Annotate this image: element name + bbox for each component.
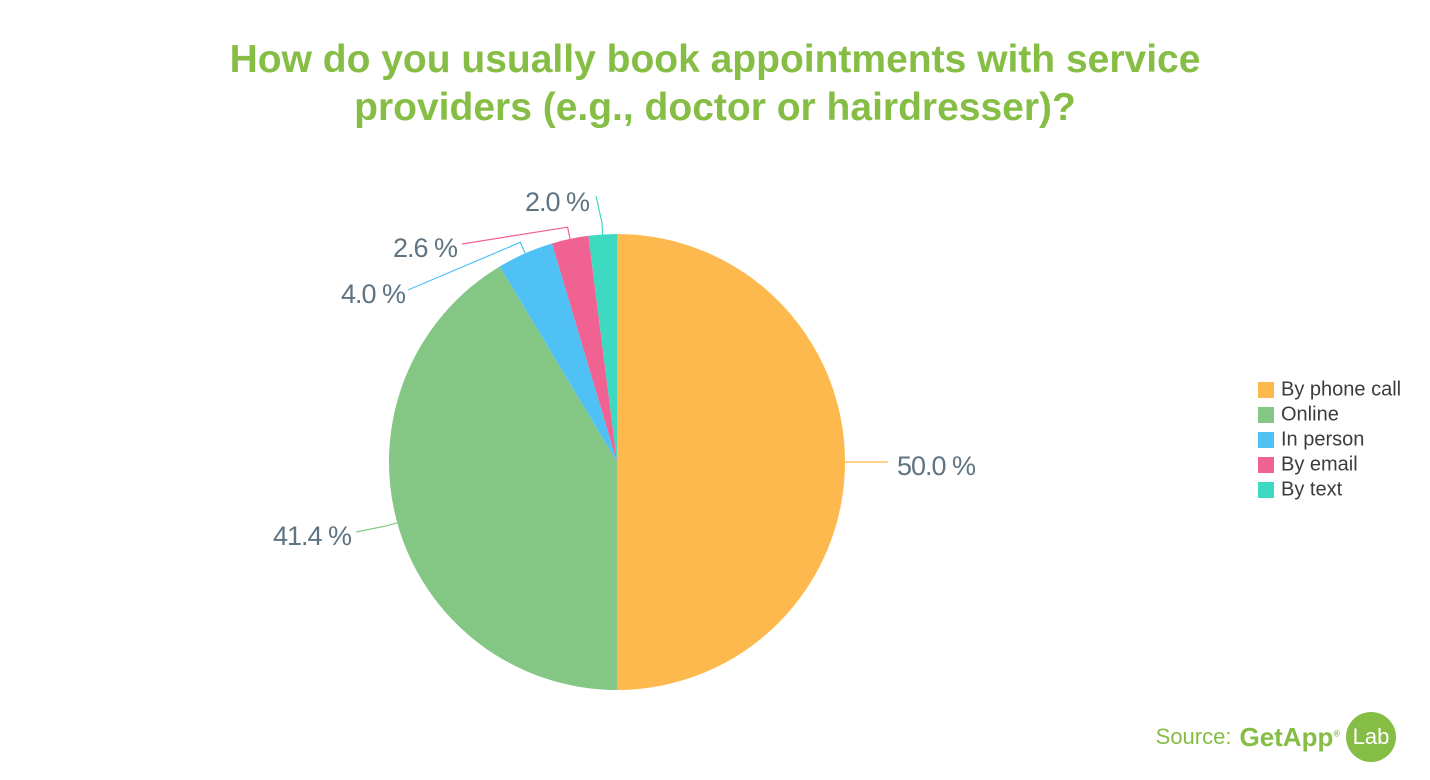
pie-slice — [552, 235, 617, 462]
legend-label: By phone call — [1281, 378, 1401, 400]
source-lab: Lab — [1346, 712, 1396, 762]
legend-swatch — [1258, 407, 1274, 423]
legend-label: Online — [1281, 403, 1339, 425]
leader-line — [595, 195, 604, 235]
value-label: 4.0 % — [341, 279, 406, 309]
brand-mark: ® — [1333, 727, 1340, 738]
leader-line — [407, 241, 526, 291]
leader-line — [355, 522, 398, 533]
legend-label: By text — [1281, 478, 1343, 500]
value-label: 41.4 % — [273, 521, 352, 551]
brand-name: GetApp — [1239, 721, 1334, 752]
legend-swatch — [1258, 457, 1274, 473]
legend-label: In person — [1281, 428, 1364, 450]
legend-swatch — [1258, 382, 1274, 398]
leader-line — [461, 226, 571, 245]
value-label: 2.0 % — [525, 187, 590, 217]
source-prefix: Source: — [1155, 724, 1232, 749]
source-brand: GetApp® — [1239, 722, 1340, 753]
value-label: 50.0 % — [897, 451, 976, 481]
source: Source: GetApp® Lab — [1156, 712, 1396, 762]
legend-swatch — [1258, 482, 1274, 498]
pie-slice — [499, 243, 617, 462]
pie-slice — [588, 234, 617, 462]
pie-slice — [389, 266, 617, 690]
legend-label: By email — [1281, 453, 1358, 475]
pie-slice — [617, 234, 845, 690]
chart-title: How do you usually book appointments wit… — [229, 38, 1201, 129]
legend-swatch — [1258, 432, 1274, 448]
value-label: 2.6 % — [393, 233, 458, 263]
